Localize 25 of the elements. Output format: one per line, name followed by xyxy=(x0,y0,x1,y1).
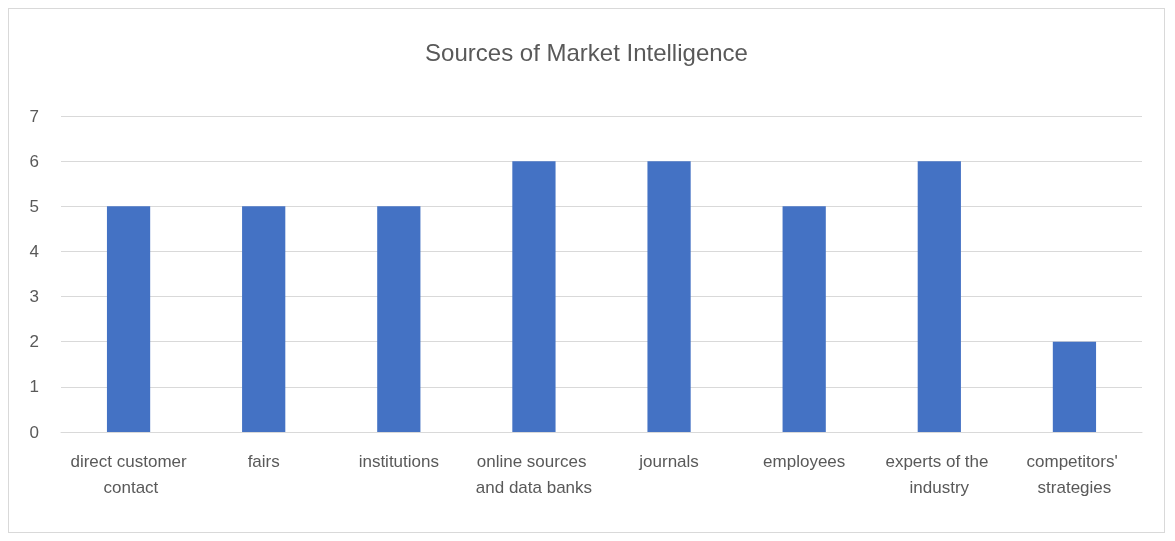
x-tick-label: journals xyxy=(638,451,699,471)
bar xyxy=(917,161,961,432)
x-tick-label: direct customer contact xyxy=(70,451,187,497)
x-tick-label: institutions xyxy=(358,451,439,471)
x-tick-label: competitors' strategies xyxy=(1026,451,1123,497)
bar xyxy=(782,206,826,432)
bar xyxy=(377,206,421,432)
chart-title: Sources of Market Intelligence xyxy=(425,38,748,66)
y-tick-label: 0 xyxy=(29,422,39,442)
y-tick-label: 3 xyxy=(29,287,39,307)
x-tick-label: employees xyxy=(763,451,846,471)
y-tick-label: 2 xyxy=(29,332,39,352)
x-tick-label: experts of the industry xyxy=(885,451,994,497)
y-tick-label: 1 xyxy=(29,377,39,397)
y-tick-label: 6 xyxy=(29,151,39,171)
y-tick-label: 4 xyxy=(29,241,39,261)
bar xyxy=(242,206,286,432)
bar xyxy=(647,161,691,432)
bar xyxy=(512,161,556,432)
y-tick-label: 5 xyxy=(29,196,39,216)
bar xyxy=(1052,341,1097,432)
x-tick-label: online sources and data banks xyxy=(475,451,593,497)
x-tick-label: fairs xyxy=(247,451,280,471)
y-tick-label: 7 xyxy=(29,106,39,126)
bar xyxy=(106,206,151,432)
